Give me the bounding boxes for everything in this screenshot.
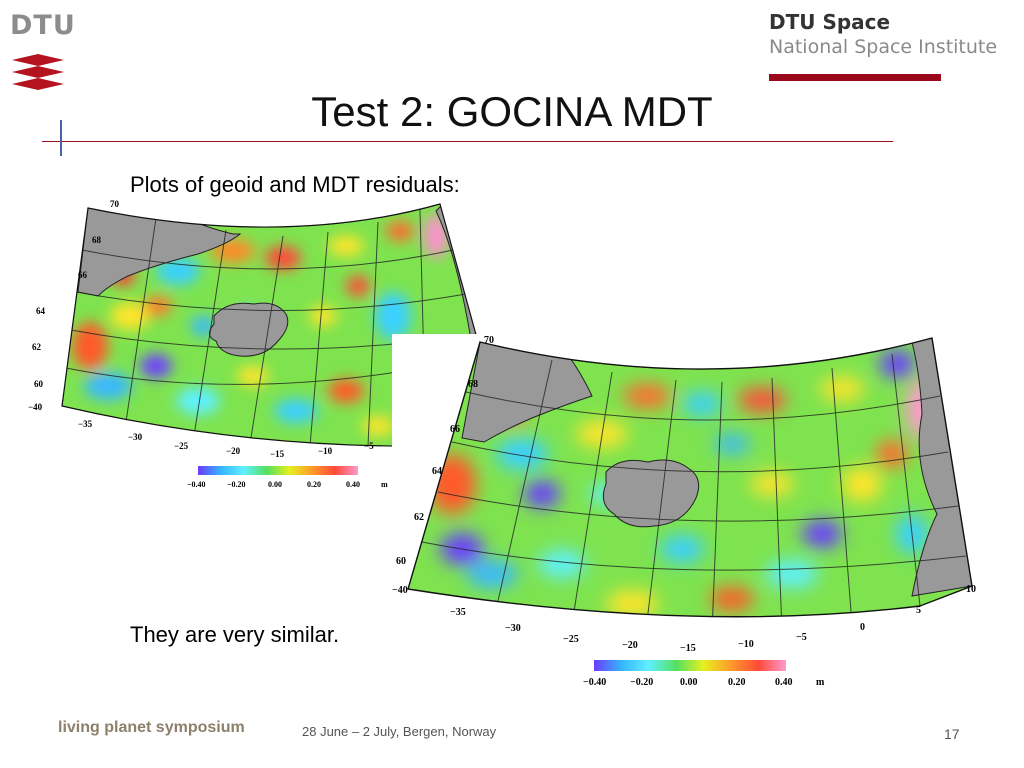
colorbar-large-unit: m (816, 677, 825, 688)
slide-title: Test 2: GOCINA MDT (311, 88, 713, 135)
lon-label: −15 (270, 449, 285, 459)
lat-label: 60 (396, 556, 406, 567)
lat-label: 64 (36, 306, 46, 316)
colorbar-large-tick: −0.40 (583, 677, 607, 688)
colorbar-small-tick: 0.20 (307, 480, 321, 489)
colorbar-small-tick: 0.40 (346, 480, 360, 489)
lon-label: −25 (563, 634, 579, 645)
lon-label: −20 (226, 446, 241, 456)
lat-label: 66 (450, 424, 460, 435)
lon-label: 5 (916, 605, 921, 616)
page-number: 17 (944, 726, 960, 742)
lon-label: −10 (738, 639, 754, 650)
lon-label: −40 (392, 585, 408, 596)
lat-label: 70 (484, 335, 494, 346)
lon-label: −35 (78, 419, 93, 429)
lat-label: 64 (432, 466, 442, 477)
institute-accent-bar (769, 74, 941, 81)
intro-text: Plots of geoid and MDT residuals: (130, 172, 460, 197)
lon-label: −20 (622, 640, 638, 651)
dtu-logo-text: DTU (10, 10, 76, 41)
footer-event: living planet symposium (58, 719, 245, 736)
colorbar-large-tick: −0.20 (630, 677, 654, 688)
lon-label: −5 (796, 632, 807, 643)
colorbar-small-tick: −0.20 (227, 480, 246, 489)
colorbar-large (594, 660, 786, 671)
colorbar-small-unit: m (381, 480, 388, 489)
colorbar-small-tick: −0.40 (187, 480, 206, 489)
colorbar-large-tick: 0.20 (728, 677, 746, 688)
footer-date: 28 June – 2 July, Bergen, Norway (302, 724, 497, 739)
lon-label: 10 (966, 584, 976, 595)
lon-label: −30 (128, 432, 143, 442)
lat-label: 62 (32, 342, 42, 352)
lon-label: −5 (364, 441, 374, 451)
lon-label: 0 (860, 622, 865, 633)
colorbar-small (198, 466, 358, 475)
conclusion-text: They are very similar. (130, 622, 340, 647)
lat-label: 62 (414, 512, 424, 523)
lat-label: 68 (92, 235, 102, 245)
lat-label: 66 (78, 270, 88, 280)
lat-label: 68 (468, 379, 478, 390)
institute-subtitle: National Space Institute (769, 36, 998, 58)
colorbar-small-tick: 0.00 (268, 480, 282, 489)
lon-label: −35 (450, 607, 466, 618)
lon-label: −15 (680, 643, 696, 654)
geoid-residual-map: 70 68 66 64 62 60 −40 −35 −30 −25 −20 −1… (28, 199, 487, 459)
lon-label: −30 (505, 623, 521, 634)
colorbar-large-tick: 0.00 (680, 677, 698, 688)
dtu-logo: DTU (8, 10, 75, 96)
institute-name: DTU Space (769, 10, 891, 34)
title-rule (42, 141, 893, 142)
mdt-residual-map: 70 68 66 64 62 60 −40 −35 −30 −25 −20 −1… (392, 335, 976, 654)
lat-label: 60 (34, 379, 44, 389)
lon-label: −10 (318, 446, 333, 456)
lon-label: −25 (174, 441, 189, 451)
dtu-logo-mark (12, 54, 64, 90)
lat-label: 70 (110, 199, 120, 209)
lon-label: −40 (28, 402, 43, 412)
title-rule-marker (60, 120, 62, 156)
colorbar-large-tick: 0.40 (775, 677, 793, 688)
